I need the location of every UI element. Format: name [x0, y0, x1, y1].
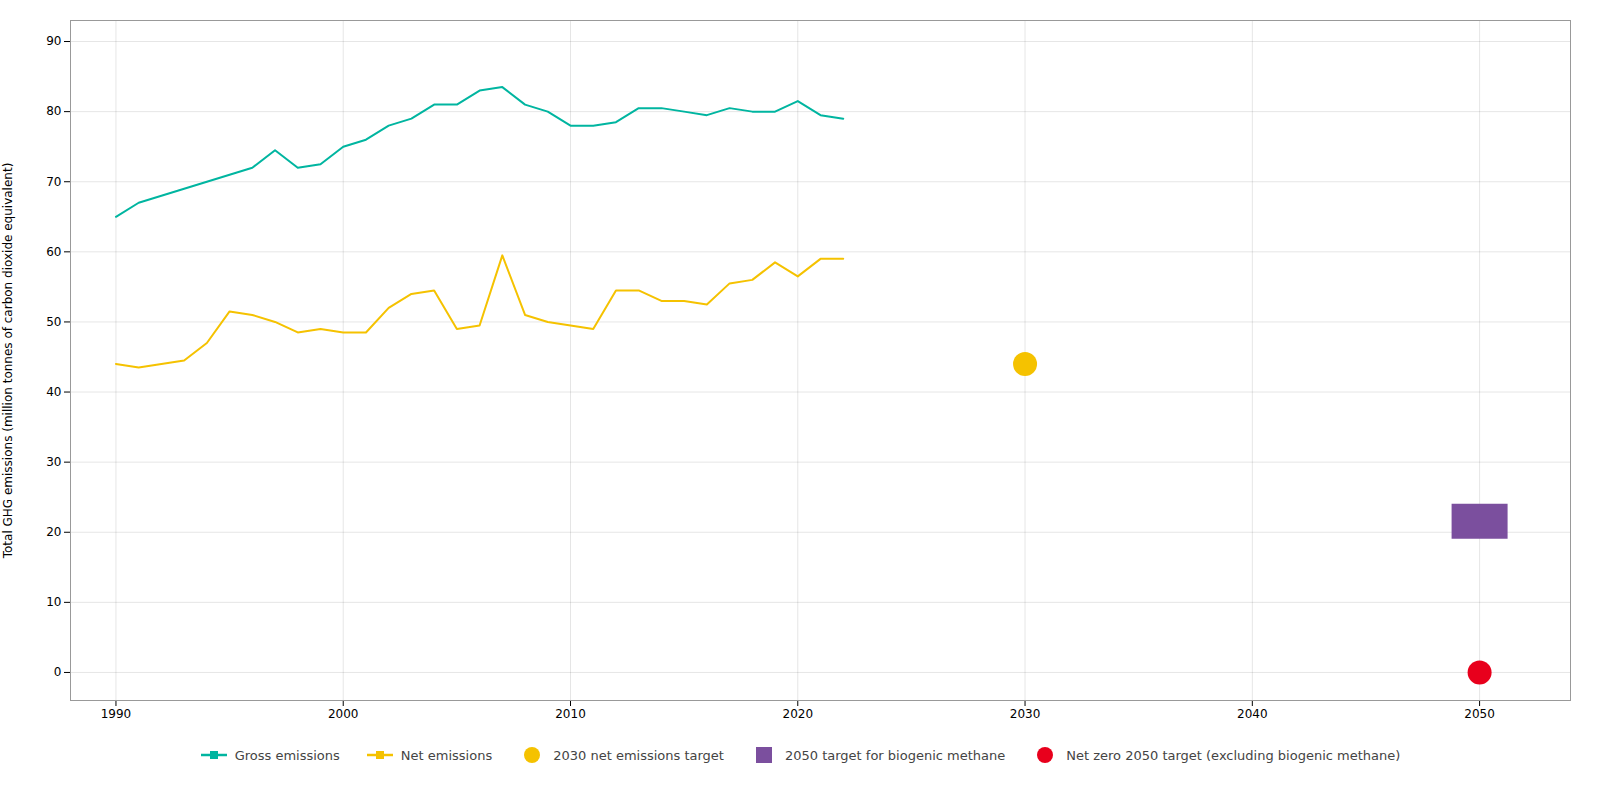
svg-text:2000: 2000: [328, 707, 359, 721]
svg-text:10: 10: [46, 595, 61, 609]
svg-text:2010: 2010: [555, 707, 586, 721]
svg-text:50: 50: [46, 315, 61, 329]
html-text:Net emissions: Net emissions: [400, 747, 493, 763]
html-text:2030 net emissions target: 2030 net emissions target: [553, 747, 724, 763]
svg-text:1990: 1990: [101, 707, 132, 721]
svg-text:20: 20: [46, 525, 61, 539]
svg-text:90: 90: [46, 34, 61, 48]
html-text:Gross emissions: Gross emissions: [234, 747, 340, 763]
html-text:Net zero 2050 target (excludin: Net zero 2050 target (excluding biogenic…: [1066, 747, 1401, 763]
html-text:2050 target for biogenic metha: 2050 target for biogenic methane: [785, 747, 1006, 763]
svg-text:2020: 2020: [782, 707, 813, 721]
svg-text:40: 40: [46, 385, 61, 399]
svg-text:2050: 2050: [1464, 707, 1495, 721]
svg-text:80: 80: [46, 104, 61, 118]
svg-text:30: 30: [46, 455, 61, 469]
svg-text:0: 0: [54, 665, 62, 679]
svg-text:2030: 2030: [1010, 707, 1041, 721]
svg-text:Total GHG emissions (million t: Total GHG emissions (million tonnes of c…: [1, 163, 15, 560]
svg-text:70: 70: [46, 175, 61, 189]
svg-text:60: 60: [46, 245, 61, 259]
svg-text:2040: 2040: [1237, 707, 1268, 721]
